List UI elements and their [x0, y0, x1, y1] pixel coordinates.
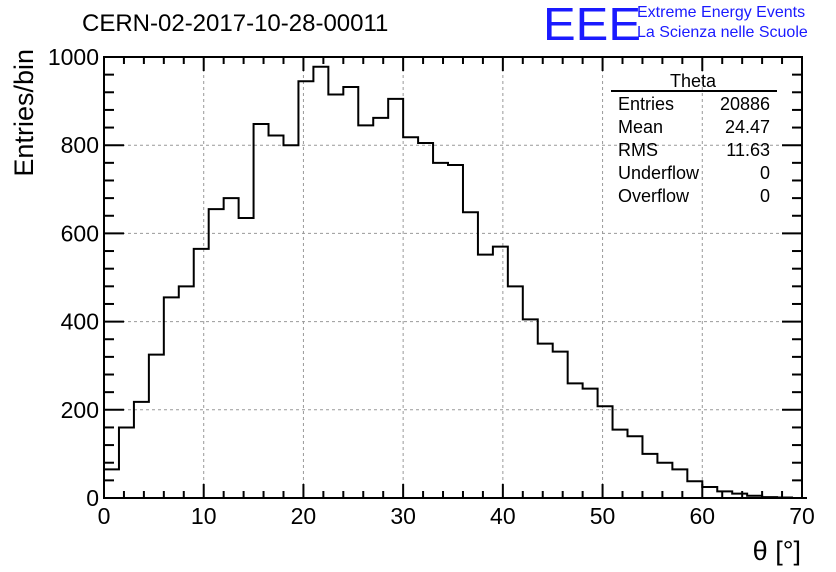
stats-box: Theta Entries 20886 Mean 24.47 RMS 11.63 Under…	[611, 71, 777, 206]
y-tick-label: 0	[86, 485, 99, 511]
x-tick-label: 50	[590, 503, 616, 529]
eee-logo: EEE	[543, 0, 641, 44]
histogram-step-line	[103, 65, 807, 499]
x-tick-label: 10	[191, 503, 217, 529]
stats-name: Theta	[670, 71, 717, 91]
stats-label: Underflow	[618, 163, 700, 183]
chart-title: CERN-02-2017-10-28-00011	[82, 10, 389, 37]
axis-ticks	[103, 56, 803, 499]
x-tick-label: 70	[789, 503, 815, 529]
stats-label: Mean	[618, 117, 663, 137]
x-axis-label: θ [°]	[753, 536, 801, 566]
x-tick-label: 0	[98, 503, 111, 529]
stats-value: 20886	[720, 94, 770, 114]
stats-label: Entries	[618, 94, 674, 114]
tick-labels: 0 10 20 30 40 50 60 70 0 200 400 600 800 1000	[48, 44, 815, 529]
stats-value: 0	[760, 186, 770, 206]
stats-label: RMS	[618, 140, 658, 160]
y-tick-label: 400	[61, 309, 99, 335]
org-line-1: Extreme Energy Events	[637, 4, 806, 21]
y-tick-label: 600	[61, 220, 99, 246]
org-line-2: La Scienza nelle Scuole	[637, 24, 808, 41]
y-tick-label: 200	[61, 397, 99, 423]
stats-value: 11.63	[726, 140, 770, 160]
grid-lines	[104, 57, 802, 498]
x-tick-label: 60	[689, 503, 715, 529]
x-tick-label: 30	[390, 503, 416, 529]
plot-frame	[103, 56, 803, 499]
x-tick-label: 40	[490, 503, 516, 529]
y-axis-label: Entries/bin	[9, 49, 39, 177]
x-tick-label: 20	[291, 503, 317, 529]
org-name: Extreme Energy Events La Scienza nelle S…	[637, 3, 808, 43]
y-tick-label: 800	[61, 132, 99, 158]
logo-text: EEE	[543, 0, 641, 44]
stats-value: 24.47	[725, 117, 770, 137]
stats-label: Overflow	[618, 186, 690, 206]
stats-value: 0	[760, 163, 770, 183]
y-tick-label: 1000	[48, 44, 99, 70]
